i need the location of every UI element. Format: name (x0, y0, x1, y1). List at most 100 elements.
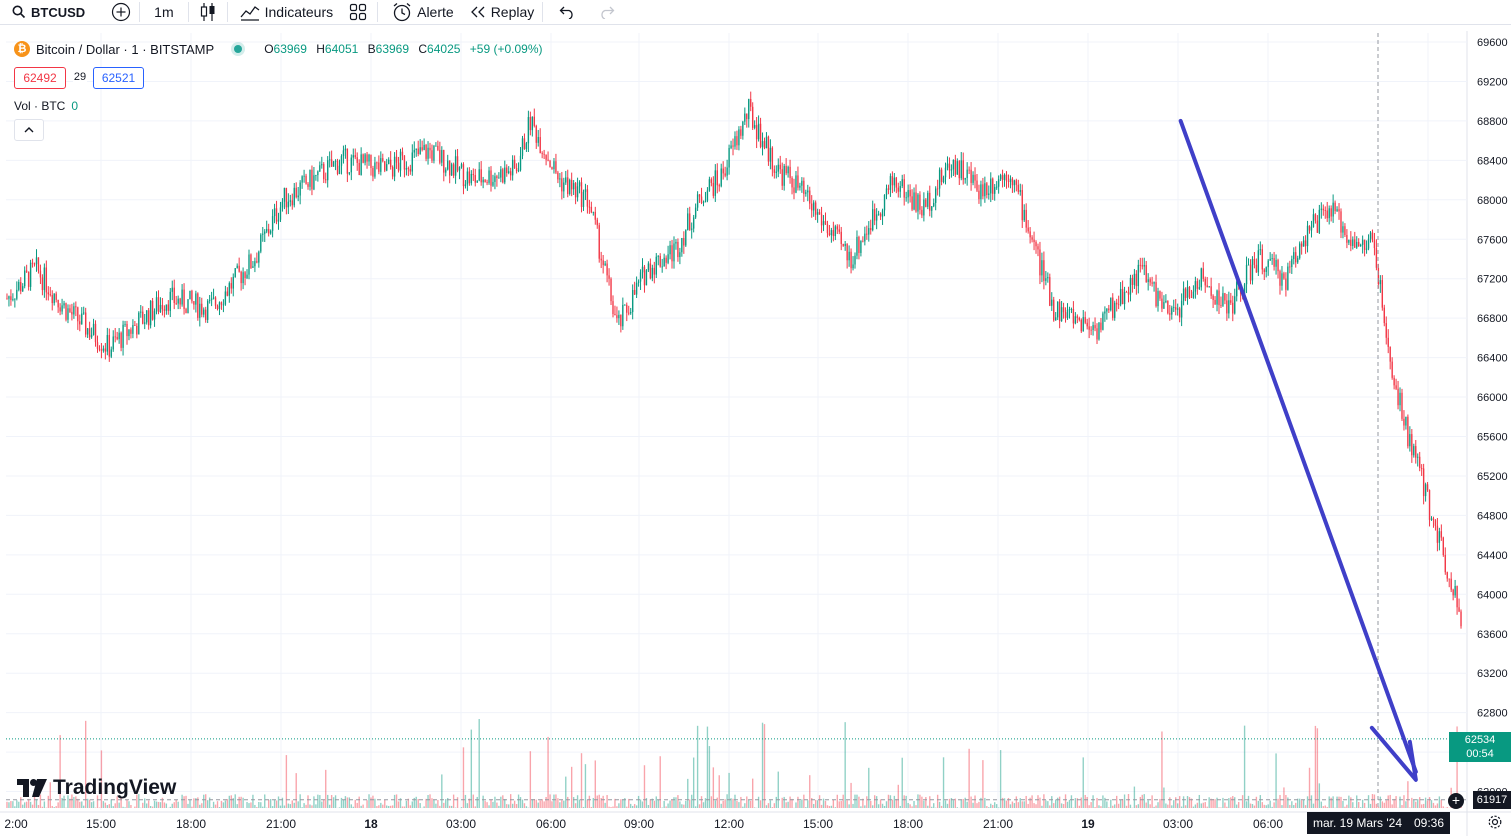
candle-body (29, 262, 32, 287)
volume-bar (1013, 803, 1016, 808)
candle-body (946, 163, 949, 168)
add-alert-plus-button[interactable]: + (1448, 793, 1464, 809)
candle-body (145, 310, 148, 323)
candle-body (671, 245, 673, 262)
crosshair-date: mar. 19 Mars '24 (1313, 816, 1402, 830)
collapse-legend-button[interactable] (14, 119, 44, 141)
volume-bar (1283, 787, 1285, 808)
candle-body (828, 233, 831, 236)
candle-body (606, 263, 608, 276)
volume-bar (572, 797, 575, 808)
volume-bar (868, 767, 870, 808)
tradingview-logo[interactable]: TradingView (17, 776, 176, 800)
volume-bar (555, 794, 557, 808)
candle-body (519, 155, 522, 171)
chart-type-button[interactable] (189, 0, 227, 24)
alert-button[interactable]: Alerte (378, 0, 462, 24)
candle-body (431, 150, 433, 161)
candle-body (374, 162, 376, 177)
volume-bar (899, 805, 901, 808)
candle-body (1041, 260, 1043, 276)
candle-body (850, 251, 852, 269)
interval-button[interactable]: 1m (140, 0, 187, 24)
candle-body (1458, 607, 1460, 612)
volume-bar (740, 796, 742, 808)
compare-button[interactable] (103, 0, 139, 24)
volume-bar (1291, 801, 1293, 808)
undo-button[interactable] (543, 0, 587, 24)
candle-body (206, 300, 209, 320)
candle-body (328, 159, 331, 161)
volume-bar (836, 794, 838, 808)
candle-body (279, 207, 282, 220)
volume-bar (169, 806, 171, 808)
volume-bar (748, 799, 750, 808)
price-chart[interactable]: 6960069200688006840068000676006720066800… (0, 31, 1511, 836)
candle-body (1446, 572, 1448, 579)
redo-icon (601, 6, 615, 19)
candle-body (1013, 180, 1016, 186)
volume-bar (372, 795, 374, 808)
series-title[interactable]: Bitcoin / Dollar · 1 · BITSTAMP (36, 41, 215, 57)
price-axis-label: 64400 (1477, 550, 1508, 562)
candle-body (173, 287, 175, 303)
volume-bar (1456, 726, 1458, 808)
volume-bar (1326, 806, 1328, 808)
candle-body (706, 190, 709, 201)
templates-button[interactable] (339, 0, 377, 24)
candle-body (187, 299, 189, 314)
candle-body (724, 173, 726, 176)
volume-bar (1104, 797, 1106, 808)
sell-button[interactable]: 62492 (14, 67, 66, 89)
volume-bar (596, 795, 598, 808)
candle-body (1359, 244, 1362, 247)
volume-bar (1263, 804, 1265, 808)
volume-bar (112, 806, 114, 808)
replay-button[interactable]: Replay (462, 0, 543, 24)
settings-gear-icon[interactable] (1487, 814, 1503, 830)
candle-body (952, 159, 955, 170)
candle-body (513, 159, 516, 168)
candle-body (16, 289, 18, 299)
candle-body (696, 194, 699, 208)
volume-bar (313, 796, 315, 808)
candle-body (1281, 273, 1283, 286)
volume-bar (1354, 807, 1356, 808)
candle-body (1279, 271, 1281, 286)
indicators-button[interactable]: Indicateurs (228, 0, 339, 24)
candle-body (1314, 214, 1317, 221)
volume-bar (8, 802, 10, 808)
candle-body (700, 196, 703, 203)
volume-bar (35, 799, 38, 808)
candle-body (909, 190, 911, 197)
volume-bar (256, 807, 258, 808)
candle-body (508, 171, 510, 174)
volume-bar (1379, 796, 1382, 808)
symbol-search-button[interactable]: BTCUSD (0, 0, 103, 24)
candle-body (49, 294, 51, 296)
volume-bar (903, 795, 905, 808)
candle-body (757, 123, 760, 140)
volume-bar (1078, 805, 1080, 808)
volume-bar (1180, 806, 1183, 808)
candle-body (1320, 208, 1323, 210)
redo-button[interactable] (587, 0, 627, 24)
volume-bar (901, 757, 903, 808)
candle-body (236, 265, 238, 269)
chart-area[interactable]: 69600 69200 68800 68400 68000 67600 67200 66800… (0, 31, 1511, 836)
volume-bar (173, 802, 175, 808)
candle-body (885, 188, 888, 195)
volume-bar (988, 807, 990, 808)
candle-body (879, 213, 882, 217)
candle-body (124, 323, 126, 325)
volume-bar (519, 797, 522, 808)
buy-button[interactable]: 62521 (93, 67, 144, 89)
crosshair-time: 09:36 (1414, 816, 1445, 830)
volume-bar (187, 803, 189, 808)
candle-body (1365, 248, 1368, 250)
market-status-icon[interactable] (234, 45, 243, 53)
candle-body (732, 145, 734, 147)
candle-body (793, 187, 795, 193)
volume-label[interactable]: Vol · BTC (14, 99, 66, 113)
candle-body (875, 214, 878, 221)
